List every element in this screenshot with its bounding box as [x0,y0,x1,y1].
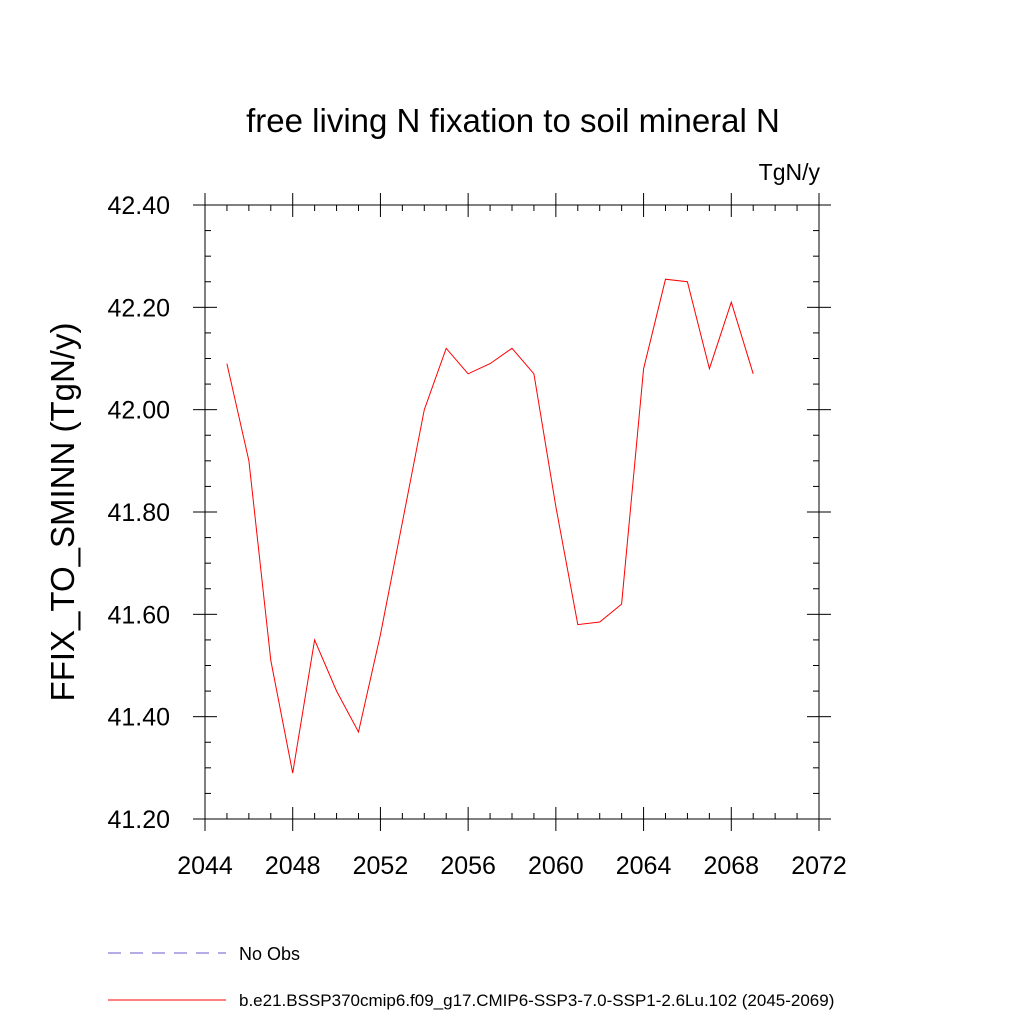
y-axis-label: FFIX_TO_SMINN (TgN/y) [44,323,81,702]
axis-tick-labels: 2044 2048 2052 2056 2060 2064 2068 2072 41.20 41.… [107,192,846,880]
x-tick-label: 2072 [791,852,847,880]
legend: No Obs b.e21.BSSP370cmip6.f09_g17.CMIP6-… [108,944,834,1010]
units-label: TgN/y [759,159,821,185]
legend-label-model: b.e21.BSSP370cmip6.f09_g17.CMIP6-SSP3-7.… [239,991,834,1010]
plot-frame [204,204,820,820]
x-tick-label: 2060 [528,852,584,880]
y-tick-label: 42.00 [107,397,170,425]
series-layer [226,278,754,774]
y-tick-label: 41.80 [107,499,170,527]
x-tick-label: 2056 [440,852,496,880]
y-tick-label: 41.20 [107,806,170,834]
x-tick-label: 2068 [703,852,759,880]
chart-title: free living N fixation to soil mineral N [246,102,780,139]
x-tick-label: 2064 [616,852,672,880]
y-tick-label: 41.60 [107,601,170,629]
x-tick-label: 2052 [353,852,409,880]
y-tick-label: 41.40 [107,704,170,732]
legend-label-no-obs: No Obs [239,944,300,964]
series-line [226,278,754,774]
axis-ticks [193,193,831,831]
x-tick-label: 2044 [177,852,233,880]
x-tick-label: 2048 [265,852,321,880]
y-tick-label: 42.40 [107,192,170,220]
y-tick-label: 42.20 [107,294,170,322]
